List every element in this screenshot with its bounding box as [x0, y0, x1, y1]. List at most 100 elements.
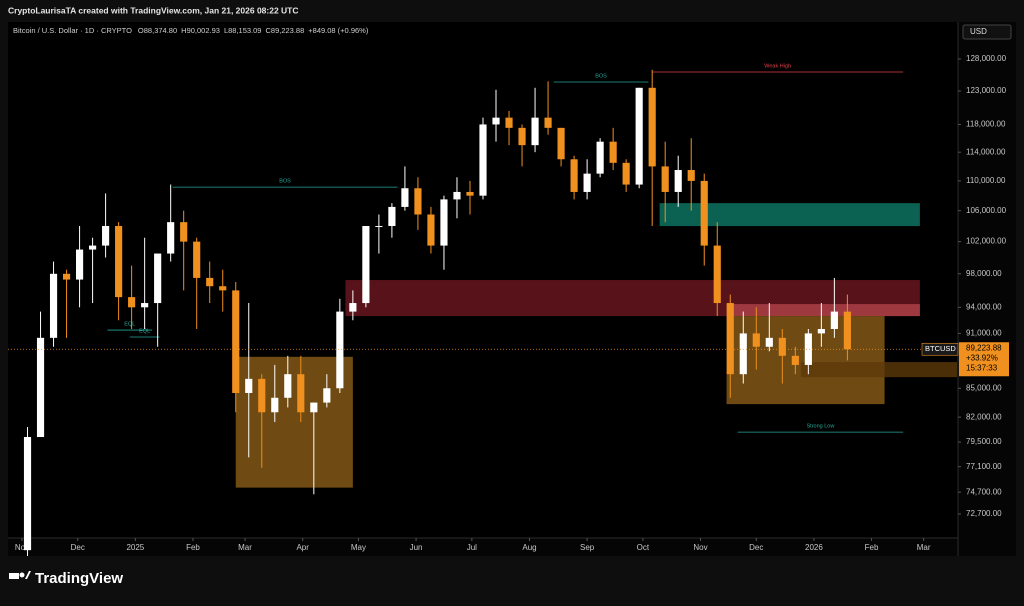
candle-body	[232, 290, 240, 394]
ticker-tag	[921, 342, 959, 356]
currency[interactable]: USD	[970, 27, 987, 36]
ohlc-value: 88,153.09	[228, 26, 261, 35]
candle-body	[635, 87, 643, 185]
y-tick-label: 72,700.00	[966, 509, 1002, 518]
candle-body	[700, 180, 708, 246]
candle-body	[440, 199, 448, 246]
candle-body	[349, 303, 357, 312]
plot-area	[8, 22, 958, 538]
level-label: BOS	[595, 73, 607, 79]
y-tick-label: 118,000.00	[966, 120, 1006, 129]
brand-logo	[9, 571, 31, 579]
candle-body	[362, 226, 370, 304]
x-tick-label: Aug	[522, 543, 536, 552]
candle-body	[388, 206, 396, 227]
candle-body	[596, 141, 604, 174]
candle-body	[284, 374, 292, 398]
candle-body	[154, 253, 162, 304]
candle-body	[297, 374, 305, 413]
level-label: BOS	[279, 179, 291, 185]
candle-body	[648, 87, 656, 167]
brand: TradingView	[35, 570, 123, 587]
x-tick-label: Dec	[749, 543, 763, 552]
candle-body	[609, 141, 617, 163]
y-tick-label: 128,000.00	[966, 54, 1007, 63]
candle-body	[193, 241, 201, 278]
candle-body	[713, 245, 721, 304]
y-tick-label: 85,000.00	[966, 383, 1002, 392]
ohlc-value: 89,223.88	[271, 26, 304, 35]
candle-body	[674, 170, 682, 192]
candle-body	[765, 337, 773, 347]
candle-body	[167, 222, 175, 254]
author-line: CryptoLaurisaTA created with TradingView…	[8, 5, 299, 15]
change-percent: +33.92%	[966, 353, 998, 362]
y-tick-label: 91,000.00	[966, 329, 1002, 338]
zone	[726, 304, 920, 317]
logo-shape	[19, 572, 25, 578]
candle-body	[401, 188, 409, 207]
level-label: Weak High	[764, 63, 791, 69]
y-tick-label: 110,000.00	[966, 176, 1006, 185]
zone	[235, 356, 353, 488]
y-tick-label: 74,700.00	[966, 487, 1002, 496]
x-tick-label: Sep	[580, 543, 595, 552]
candle-body	[336, 311, 344, 389]
candle-body	[492, 117, 500, 125]
last-price: 89,223.88	[966, 343, 1002, 352]
y-tick-label: 123,000.00	[966, 86, 1007, 95]
candle-body	[661, 166, 669, 192]
y-tick-label: 98,000.00	[966, 269, 1002, 278]
candle-body	[375, 226, 383, 228]
candle-body	[622, 162, 630, 185]
x-tick-label: Jul	[467, 543, 477, 552]
candle-body	[791, 355, 799, 365]
candle-body	[505, 117, 513, 128]
y-tick-label: 102,000.00	[966, 237, 1007, 246]
candle-body	[219, 286, 227, 291]
x-tick-label: Mar	[238, 543, 252, 552]
currency-button[interactable]	[962, 24, 1012, 40]
candle-body	[245, 378, 253, 394]
candle-body	[726, 303, 734, 375]
time-axis	[8, 538, 958, 556]
candle-body	[323, 388, 331, 403]
candle-body	[427, 214, 435, 246]
x-tick-label: Nov	[693, 543, 707, 552]
y-tick-label: 82,000.00	[966, 412, 1002, 421]
ohlc-value: 88,374.80	[144, 26, 177, 35]
candle-body	[531, 117, 539, 146]
candle-body	[466, 191, 474, 196]
ticker: BTCUSD	[925, 344, 956, 353]
x-tick-label: May	[351, 543, 366, 552]
candle-body	[62, 273, 71, 280]
logo-shape	[9, 573, 19, 579]
zone	[659, 203, 920, 227]
x-tick-label: Apr	[296, 543, 309, 552]
candle-body	[453, 191, 461, 200]
x-tick-label: Mar	[917, 543, 931, 552]
candle-body	[479, 124, 487, 196]
y-tick-label: 77,100.00	[966, 462, 1002, 471]
y-tick-label: 79,500.00	[966, 437, 1002, 446]
x-tick-label: 2025	[126, 543, 144, 552]
ohlc-key: H	[181, 26, 186, 35]
x-tick-label: Feb	[186, 543, 200, 552]
candle-body	[102, 226, 110, 246]
price-tag	[959, 342, 1009, 377]
candle-body	[557, 127, 565, 160]
candle-body	[36, 337, 45, 438]
candle-body	[271, 397, 279, 413]
candle-body	[687, 170, 695, 181]
candle-body	[778, 337, 786, 356]
candle-body	[206, 277, 214, 287]
candle-body	[518, 127, 526, 146]
y-tick-label: 114,000.00	[966, 147, 1006, 156]
x-tick-label: Dec	[71, 543, 85, 552]
candle-body	[89, 245, 97, 250]
candle-body	[128, 297, 136, 308]
candle-body	[739, 333, 747, 375]
candle-body	[583, 173, 591, 192]
